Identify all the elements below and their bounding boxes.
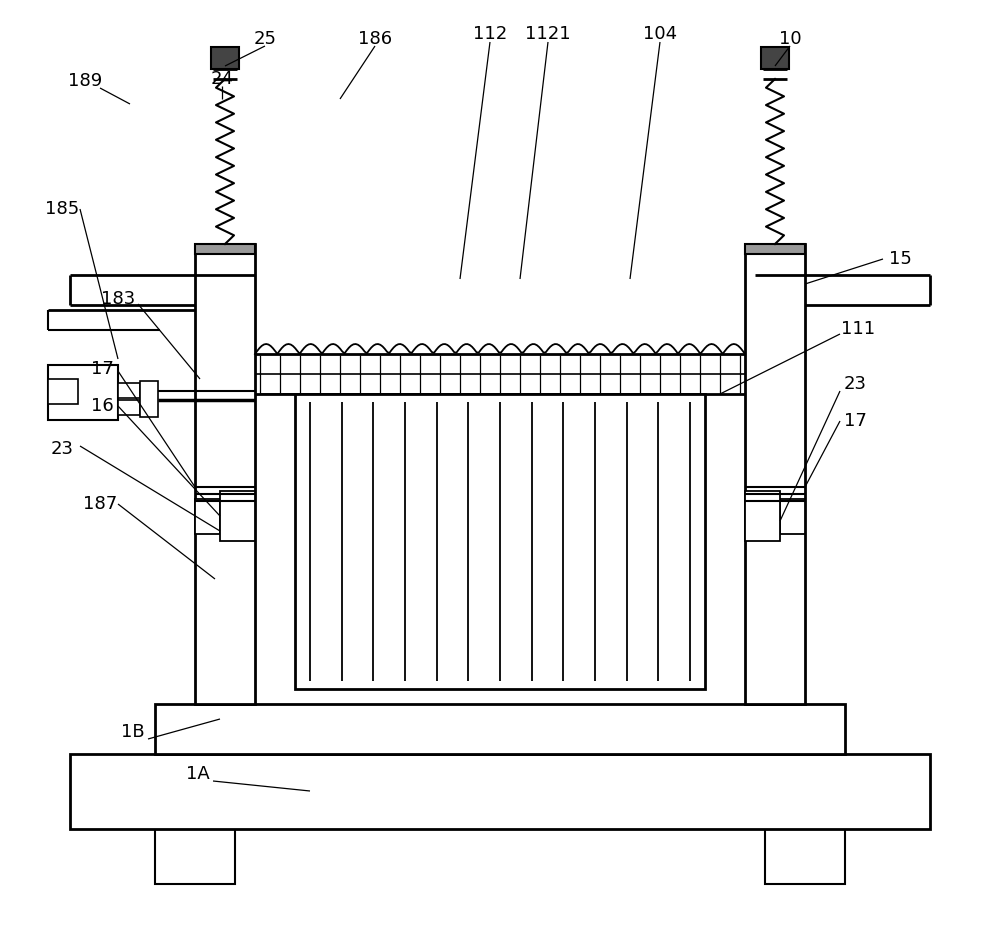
Bar <box>211 47 239 69</box>
Bar <box>48 365 118 420</box>
Text: 15: 15 <box>889 250 911 268</box>
Bar <box>745 244 805 704</box>
Bar <box>220 491 255 541</box>
Bar <box>745 491 780 541</box>
Bar <box>48 379 78 404</box>
Text: 10: 10 <box>779 30 801 48</box>
Bar <box>70 754 930 829</box>
Text: 24: 24 <box>211 70 234 88</box>
Text: 186: 186 <box>358 30 392 48</box>
Text: 187: 187 <box>83 495 117 513</box>
Text: 111: 111 <box>841 320 875 338</box>
Text: 17: 17 <box>844 412 866 430</box>
Bar <box>118 400 140 415</box>
Bar <box>140 381 158 417</box>
Bar <box>155 704 845 754</box>
Bar <box>195 244 255 704</box>
Text: 17: 17 <box>91 360 113 378</box>
Text: 112: 112 <box>473 25 507 43</box>
Bar <box>195 499 220 534</box>
Text: 23: 23 <box>51 440 74 458</box>
Text: 1B: 1B <box>121 723 145 741</box>
Bar <box>765 829 845 884</box>
Bar <box>761 47 789 69</box>
Bar <box>295 394 705 689</box>
Text: 1A: 1A <box>186 765 210 783</box>
Text: 189: 189 <box>68 72 102 90</box>
Text: 183: 183 <box>101 290 135 308</box>
Bar <box>155 829 235 884</box>
Bar <box>780 499 805 534</box>
Text: 23: 23 <box>844 375 866 393</box>
Text: 25: 25 <box>254 30 277 48</box>
Bar <box>195 244 255 254</box>
Bar <box>118 383 140 398</box>
Bar <box>745 244 805 254</box>
Text: 1121: 1121 <box>525 25 571 43</box>
Text: 16: 16 <box>91 397 113 415</box>
Text: 185: 185 <box>45 200 79 218</box>
Text: 104: 104 <box>643 25 677 43</box>
